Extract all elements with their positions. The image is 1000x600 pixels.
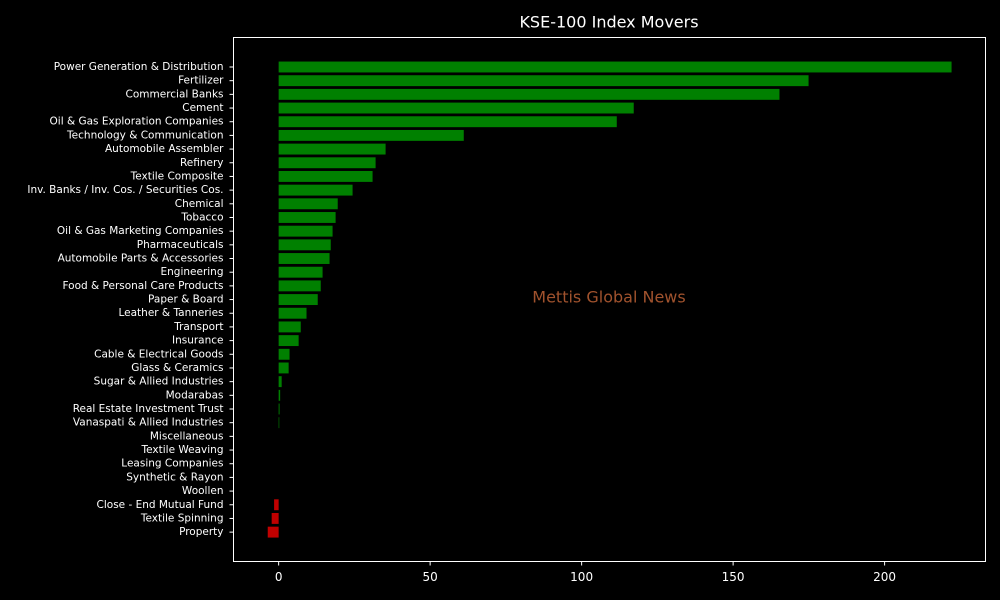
bar [278,417,280,429]
bar [278,239,331,251]
y-tick-label: Woollen [182,485,224,497]
y-tick-label: Technology & Communication [66,129,223,141]
y-tick-label: Engineering [161,266,224,278]
bar [278,280,321,292]
bar [278,102,634,114]
bar [278,129,464,141]
x-tick-label: 100 [570,570,593,584]
y-tick-label: Modarabas [166,389,224,401]
bar [278,307,307,319]
bar [278,376,282,388]
bar [278,294,318,306]
y-tick-label: Oil & Gas Marketing Companies [57,225,224,237]
y-tick-label: Textile Spinning [140,512,224,524]
bar [278,116,617,128]
y-tick-label: Chemical [175,198,224,210]
bar [278,157,376,169]
bar [278,212,336,223]
bar [278,362,289,374]
x-tick-label: 200 [873,570,896,584]
bar [278,403,280,415]
y-tick-label: Cement [182,102,223,114]
y-tick-label: Power Generation & Distribution [54,61,224,73]
bar [278,75,809,87]
bar [267,526,279,538]
bar [278,321,301,333]
bar [278,335,299,347]
y-tick-label: Leasing Companies [121,458,223,470]
bar [278,184,353,196]
y-tick-label: Real Estate Investment Trust [73,403,224,415]
x-tick-label: 150 [722,570,745,584]
y-tick-label: Synthetic & Rayon [126,471,223,483]
bar [274,499,279,511]
bar [278,88,780,100]
y-tick-label: Transport [173,321,223,333]
y-tick-label: Leather & Tanneries [118,307,223,319]
y-tick-label: Sugar & Allied Industries [94,376,224,388]
bar [278,348,290,360]
y-tick-label: Close - End Mutual Fund [97,499,224,511]
y-tick-label: Fertilizer [178,75,224,87]
y-tick-label: Vanaspati & Allied Industries [73,417,224,429]
bar [278,266,323,278]
bar [278,198,338,210]
bar [278,225,333,237]
watermark: Mettis Global News [532,288,685,307]
bar [278,170,373,182]
y-tick-label: Paper & Board [148,294,223,306]
y-tick-label: Textile Weaving [141,444,224,456]
bar [271,512,279,524]
y-tick-label: Cable & Electrical Goods [94,348,223,360]
bar [278,389,281,401]
y-tick-label: Oil & Gas Exploration Companies [50,116,224,128]
y-tick-label: Tobacco [180,211,223,223]
y-tick-label: Property [179,526,223,538]
bar [278,253,330,264]
bar [278,143,386,155]
y-tick-label: Miscellaneous [150,430,224,442]
y-tick-label: Textile Composite [130,170,224,182]
y-tick-label: Glass & Ceramics [131,362,223,374]
y-tick-label: Automobile Parts & Accessories [58,253,224,265]
y-tick-label: Pharmaceuticals [137,239,224,251]
x-tick-label: 50 [422,570,437,584]
chart-title: KSE-100 Index Movers [519,13,698,32]
x-tick-label: 0 [275,570,283,584]
y-tick-label: Commercial Banks [126,88,224,100]
y-tick-label: Refinery [180,157,224,169]
y-tick-label: Food & Personal Care Products [62,280,223,292]
y-tick-label: Inv. Banks / Inv. Cos. / Securities Cos. [27,184,223,196]
y-tick-label: Automobile Assembler [105,143,224,155]
y-tick-label: Insurance [172,335,224,347]
bar [278,61,952,73]
